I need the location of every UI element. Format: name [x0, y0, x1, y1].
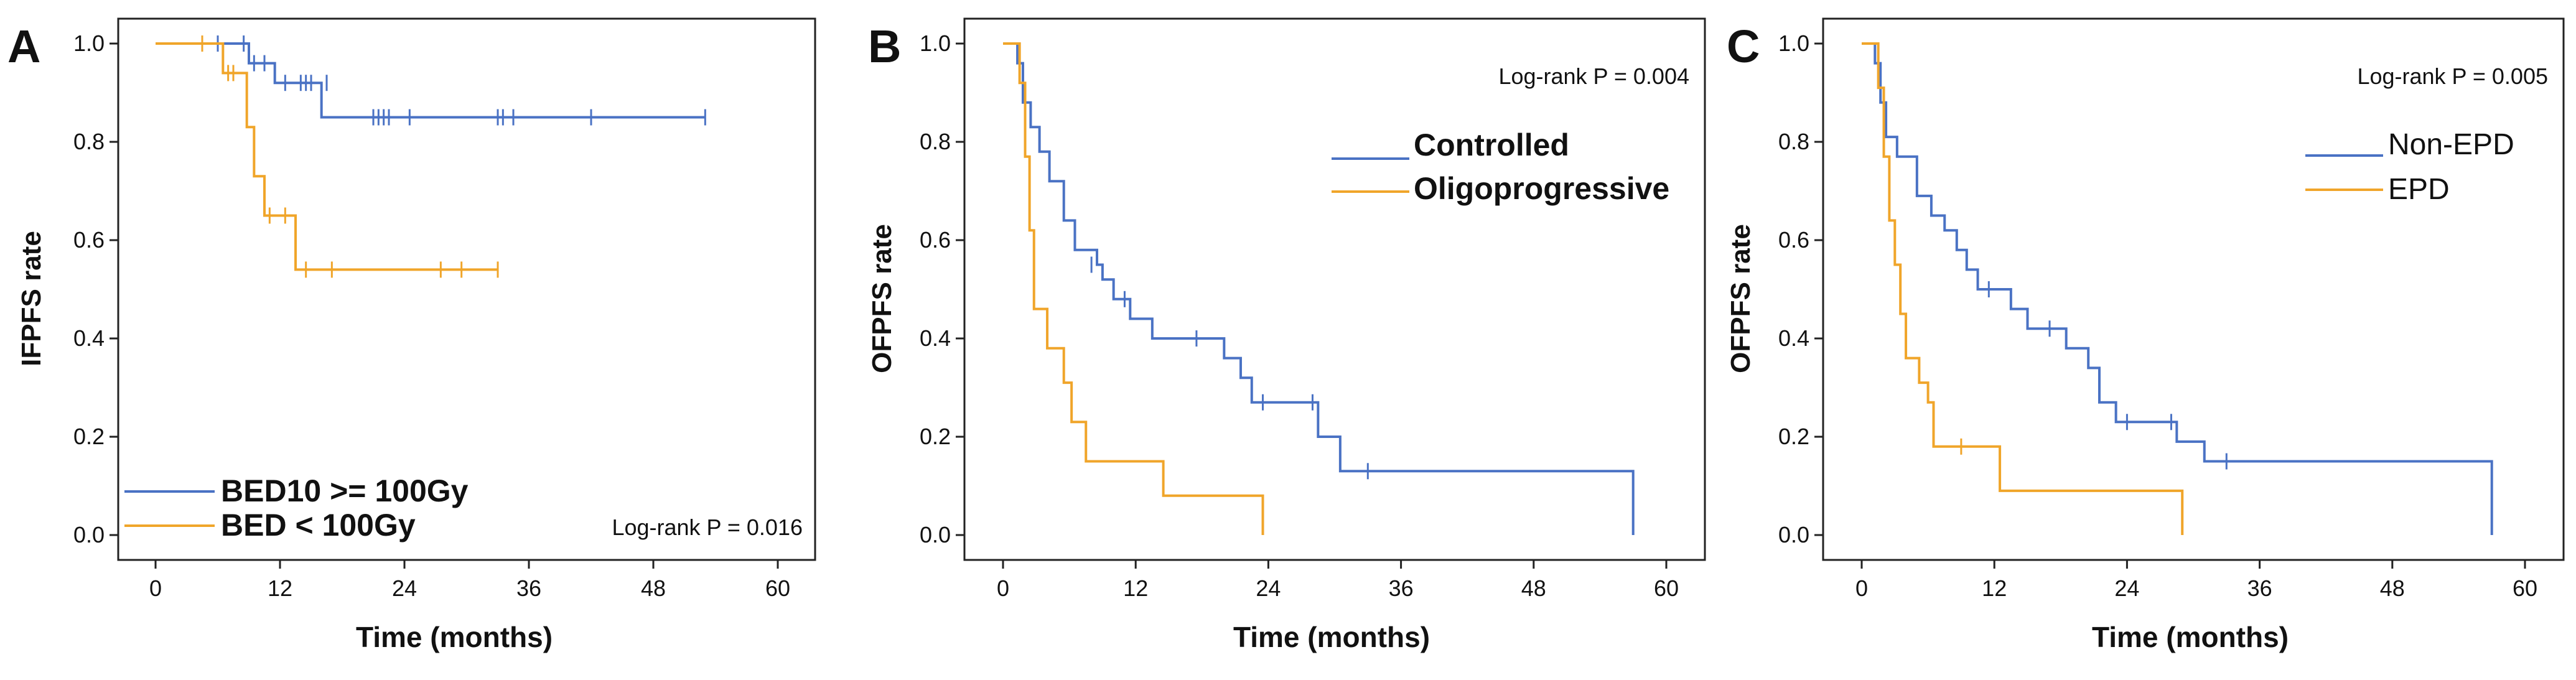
logrank-pvalue: Log-rank P = 0.016: [612, 515, 803, 540]
x-tick-label: 36: [516, 575, 541, 601]
x-axis-label: Time (months): [1233, 621, 1430, 653]
x-tick-label: 60: [1654, 575, 1679, 601]
x-tick-label: 36: [2247, 575, 2272, 601]
x-axis-label: Time (months): [2092, 621, 2289, 653]
panel-c: C OFPFS rate Time (months) Log-rank P = …: [1725, 17, 2565, 653]
legend: Non-EPD EPD: [2305, 128, 2514, 206]
km-curve-orange: [1003, 42, 1264, 535]
x-tick-label: 0: [997, 575, 1009, 601]
x-tick-label: 12: [268, 575, 292, 601]
legend-label-1: EPD: [2388, 173, 2450, 206]
x-tick-label: 12: [1123, 575, 1148, 601]
x-tick-label: 36: [1389, 575, 1414, 601]
km-curve-blue: [1003, 42, 1635, 535]
y-tick-label: 0.4: [920, 325, 951, 351]
y-tick-label: 0.8: [1778, 129, 1809, 154]
y-axis-label: OFPFS rate: [867, 224, 897, 373]
x-tick-label: 12: [1982, 575, 2007, 601]
y-tick-label: 0.0: [73, 522, 105, 547]
y-tick-label: 0.0: [920, 522, 951, 547]
km-curve-orange: [1862, 42, 2184, 535]
plot-frame: [1822, 17, 2565, 561]
panel-letter: A: [7, 21, 40, 72]
x-tick-label: 48: [1521, 575, 1546, 601]
y-tick-label: 0.4: [73, 325, 105, 351]
panel-letter: C: [1727, 21, 1760, 72]
y-tick-label: 0.0: [1778, 522, 1809, 547]
y-tick-label: 0.6: [73, 227, 105, 253]
y-tick-label: 0.6: [1778, 227, 1809, 253]
y-tick-label: 1.0: [920, 30, 951, 56]
logrank-pvalue: Log-rank P = 0.004: [1498, 63, 1689, 89]
km-curve-orange: [156, 42, 498, 271]
plot-frame: [963, 17, 1706, 561]
y-tick-label: 0.2: [1778, 424, 1809, 449]
plot-frame: [117, 17, 816, 561]
y-tick-label: 0.8: [73, 129, 105, 154]
panel-b: B OFPFS rate Time (months) Log-rank P = …: [867, 17, 1706, 653]
y-tick-label: 1.0: [1778, 30, 1809, 56]
y-tick-label: 0.6: [920, 227, 951, 253]
legend: BED10 >= 100Gy BED < 100Gy: [124, 473, 469, 543]
legend: Controlled Oligoprogressive: [1332, 128, 1669, 206]
y-tick-label: 0.4: [1778, 325, 1809, 351]
panel-a: A IFPFS rate Time (months) Log-rank P = …: [7, 17, 816, 653]
x-axis-label: Time (months): [356, 621, 553, 653]
km-curve-blue: [1862, 42, 2493, 535]
legend-label-0: Controlled: [1414, 128, 1569, 162]
y-axis-label: OFPFS rate: [1725, 224, 1756, 373]
y-tick-label: 0.2: [73, 424, 105, 449]
x-tick-label: 48: [2380, 575, 2405, 601]
km-curve-blue: [156, 42, 706, 119]
y-axis-label: IFPFS rate: [16, 231, 47, 366]
logrank-pvalue: Log-rank P = 0.005: [2357, 63, 2548, 89]
legend-label-0: BED10 >= 100Gy: [221, 473, 469, 508]
x-tick-label: 24: [1256, 575, 1281, 601]
y-tick-label: 0.8: [920, 129, 951, 154]
legend-label-1: Oligoprogressive: [1414, 171, 1669, 206]
y-tick-label: 0.2: [920, 424, 951, 449]
x-tick-label: 60: [765, 575, 790, 601]
y-tick-label: 1.0: [73, 30, 105, 56]
x-tick-label: 0: [149, 575, 162, 601]
x-tick-label: 24: [2114, 575, 2139, 601]
x-tick-label: 24: [392, 575, 417, 601]
legend-label-1: BED < 100Gy: [221, 508, 416, 543]
panel-letter: B: [868, 21, 901, 72]
x-tick-label: 0: [1855, 575, 1868, 601]
legend-label-0: Non-EPD: [2388, 128, 2514, 161]
x-tick-label: 48: [641, 575, 666, 601]
x-tick-label: 60: [2513, 575, 2537, 601]
